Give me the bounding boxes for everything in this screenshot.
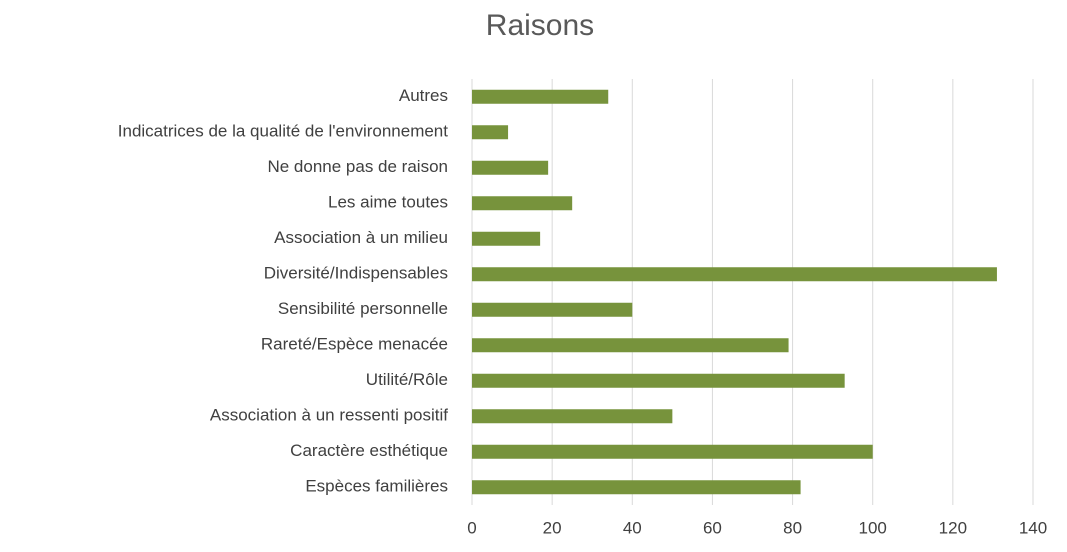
y-tick-label: Espèces familières <box>305 477 448 496</box>
x-tick-label: 140 <box>1019 518 1047 537</box>
bar <box>472 444 873 459</box>
x-tick-label: 40 <box>623 518 642 537</box>
y-tick-label: Caractère esthétique <box>290 441 448 460</box>
y-tick-label: Utilité/Rôle <box>366 370 448 389</box>
bar <box>472 160 549 175</box>
y-tick-label: Association à un milieu <box>274 228 448 247</box>
bar <box>472 125 509 140</box>
y-tick-label: Ne donne pas de raison <box>267 157 448 176</box>
x-tick-label: 20 <box>543 518 562 537</box>
x-tick-label: 80 <box>783 518 802 537</box>
y-tick-label: Sensibilité personnelle <box>278 299 448 318</box>
x-tick-label: 100 <box>859 518 887 537</box>
y-tick-label: Les aime toutes <box>328 193 448 212</box>
bar <box>472 231 541 246</box>
bar <box>472 302 633 317</box>
x-tick-label: 120 <box>939 518 967 537</box>
bar <box>472 480 801 495</box>
y-tick-label: Rareté/Espèce menacée <box>261 335 448 354</box>
x-tick-label: 60 <box>703 518 722 537</box>
y-tick-label: Diversité/Indispensables <box>264 264 448 283</box>
bar <box>472 196 573 211</box>
bar <box>472 89 609 104</box>
bar <box>472 373 845 388</box>
y-tick-label: Indicatrices de la qualité de l'environn… <box>118 122 448 141</box>
y-tick-label: Autres <box>399 86 448 105</box>
chart-title: Raisons <box>486 9 594 42</box>
y-tick-label: Association à un ressenti positif <box>210 406 448 425</box>
x-tick-label: 0 <box>467 518 476 537</box>
bar <box>472 409 673 424</box>
bar <box>472 338 789 353</box>
bar <box>472 267 997 282</box>
